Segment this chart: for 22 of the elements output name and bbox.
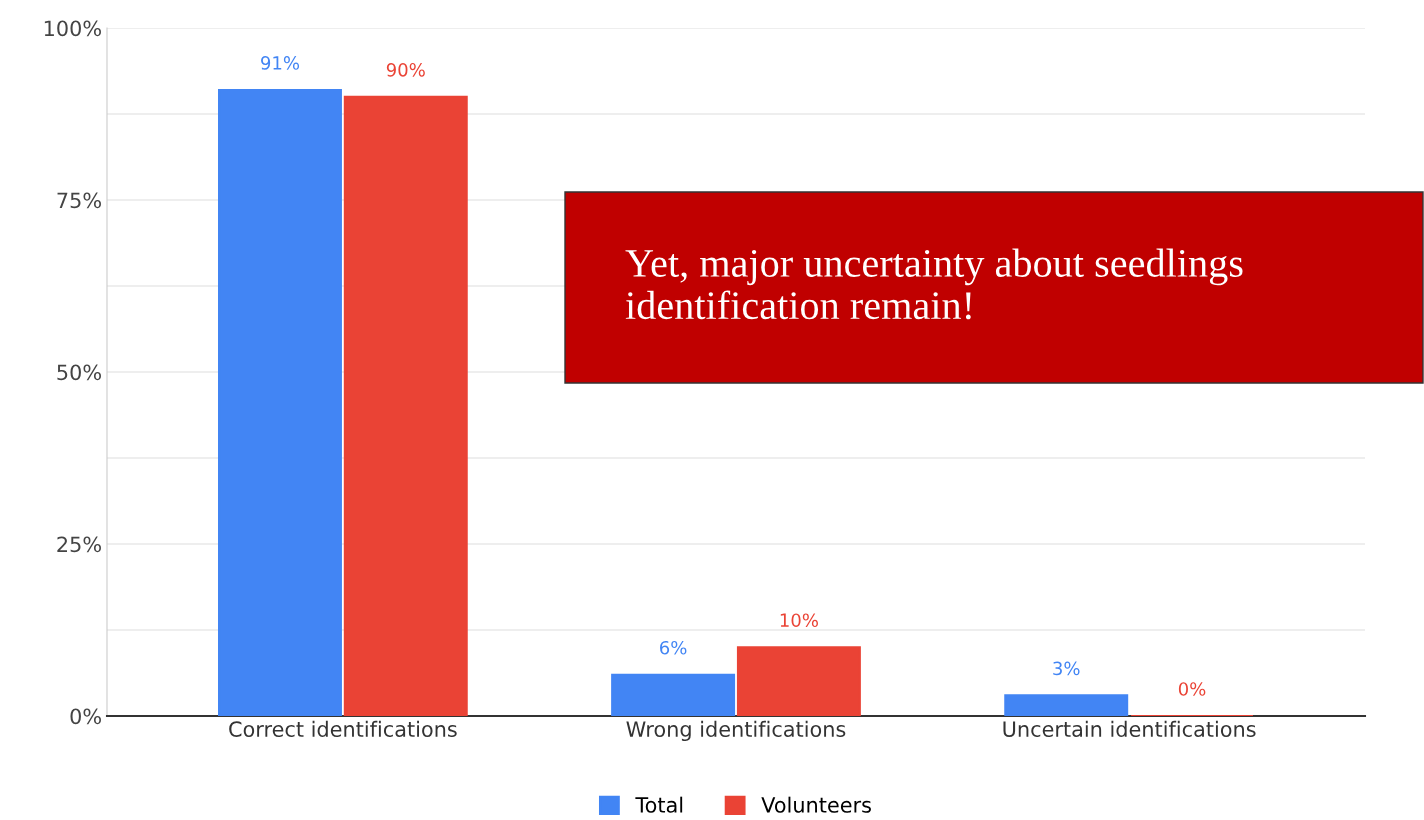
y-tick-label: 75% [57,192,101,209]
data-label: 0% [1178,682,1206,696]
data-label: 91% [261,56,300,70]
y-tick-label: 0% [70,708,101,725]
data-label: 6% [660,640,687,655]
bar [1004,694,1129,716]
data-label: 10% [780,613,818,628]
y-tick-label: 50% [57,364,101,381]
legend-label: Volunteers [761,796,871,813]
data-label: 3% [1053,661,1080,676]
legend-label: Total [635,796,683,813]
bar [218,88,342,716]
x-tick-label: Correct identifications [229,720,457,737]
annotation: Yet, major uncertainty about seedlings identification remain! [625,248,1243,320]
bar [343,95,468,716]
y-tick-label: 25% [57,536,101,553]
x-tick-label: Wrong identifications [626,720,846,742]
data-label: 90% [386,62,425,77]
x-tick-label: Uncertain identifications [1003,720,1256,737]
y-tick-label: 100% [44,20,101,37]
bar [611,673,736,716]
bar [736,646,861,716]
